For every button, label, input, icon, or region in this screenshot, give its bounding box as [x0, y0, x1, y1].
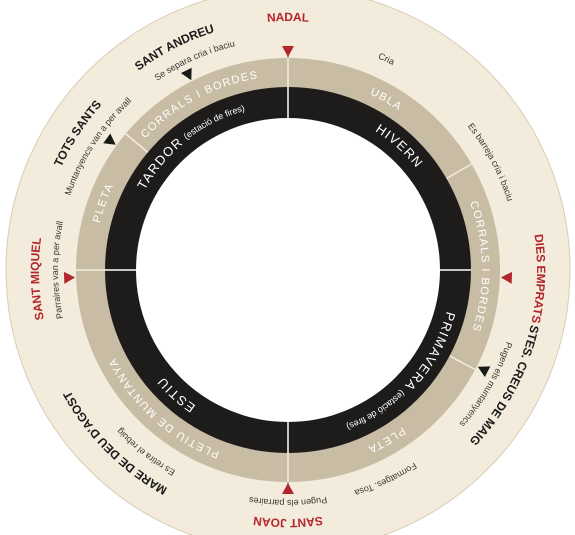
marker-label-part: NADAL — [266, 10, 309, 25]
marker-label-part: SANT MIQUEL — [28, 237, 47, 322]
note-part: Pugen els parraires — [248, 494, 328, 507]
zone-divider — [446, 163, 472, 180]
zone-divider — [449, 355, 476, 371]
marker-label-path: SANT JOAN — [252, 514, 323, 530]
date-marker — [63, 271, 76, 284]
zone-divider — [125, 133, 149, 153]
marker-label: SANT JOAN — [252, 514, 323, 530]
note-path: Pugen els parraires — [248, 494, 328, 507]
date-marker — [477, 366, 491, 378]
marker-label-part: SANT JOAN — [252, 514, 323, 530]
note: Pugen els parraires — [248, 494, 328, 507]
date-marker — [500, 271, 513, 284]
date-marker — [282, 483, 294, 494]
note-part: Parraires van a per avall — [50, 220, 65, 319]
marker-label-path: NADAL — [266, 10, 309, 25]
date-marker — [180, 67, 192, 81]
note: Parraires van a per avall — [50, 220, 65, 319]
center — [136, 118, 440, 422]
date-marker — [282, 46, 294, 57]
marker-label-path: SANT MIQUEL — [28, 237, 47, 322]
marker-label: SANT MIQUEL — [28, 237, 47, 322]
marker-label: NADAL — [266, 10, 309, 25]
note-path: Parraires van a per avall — [50, 220, 65, 319]
date-marker — [103, 133, 116, 145]
